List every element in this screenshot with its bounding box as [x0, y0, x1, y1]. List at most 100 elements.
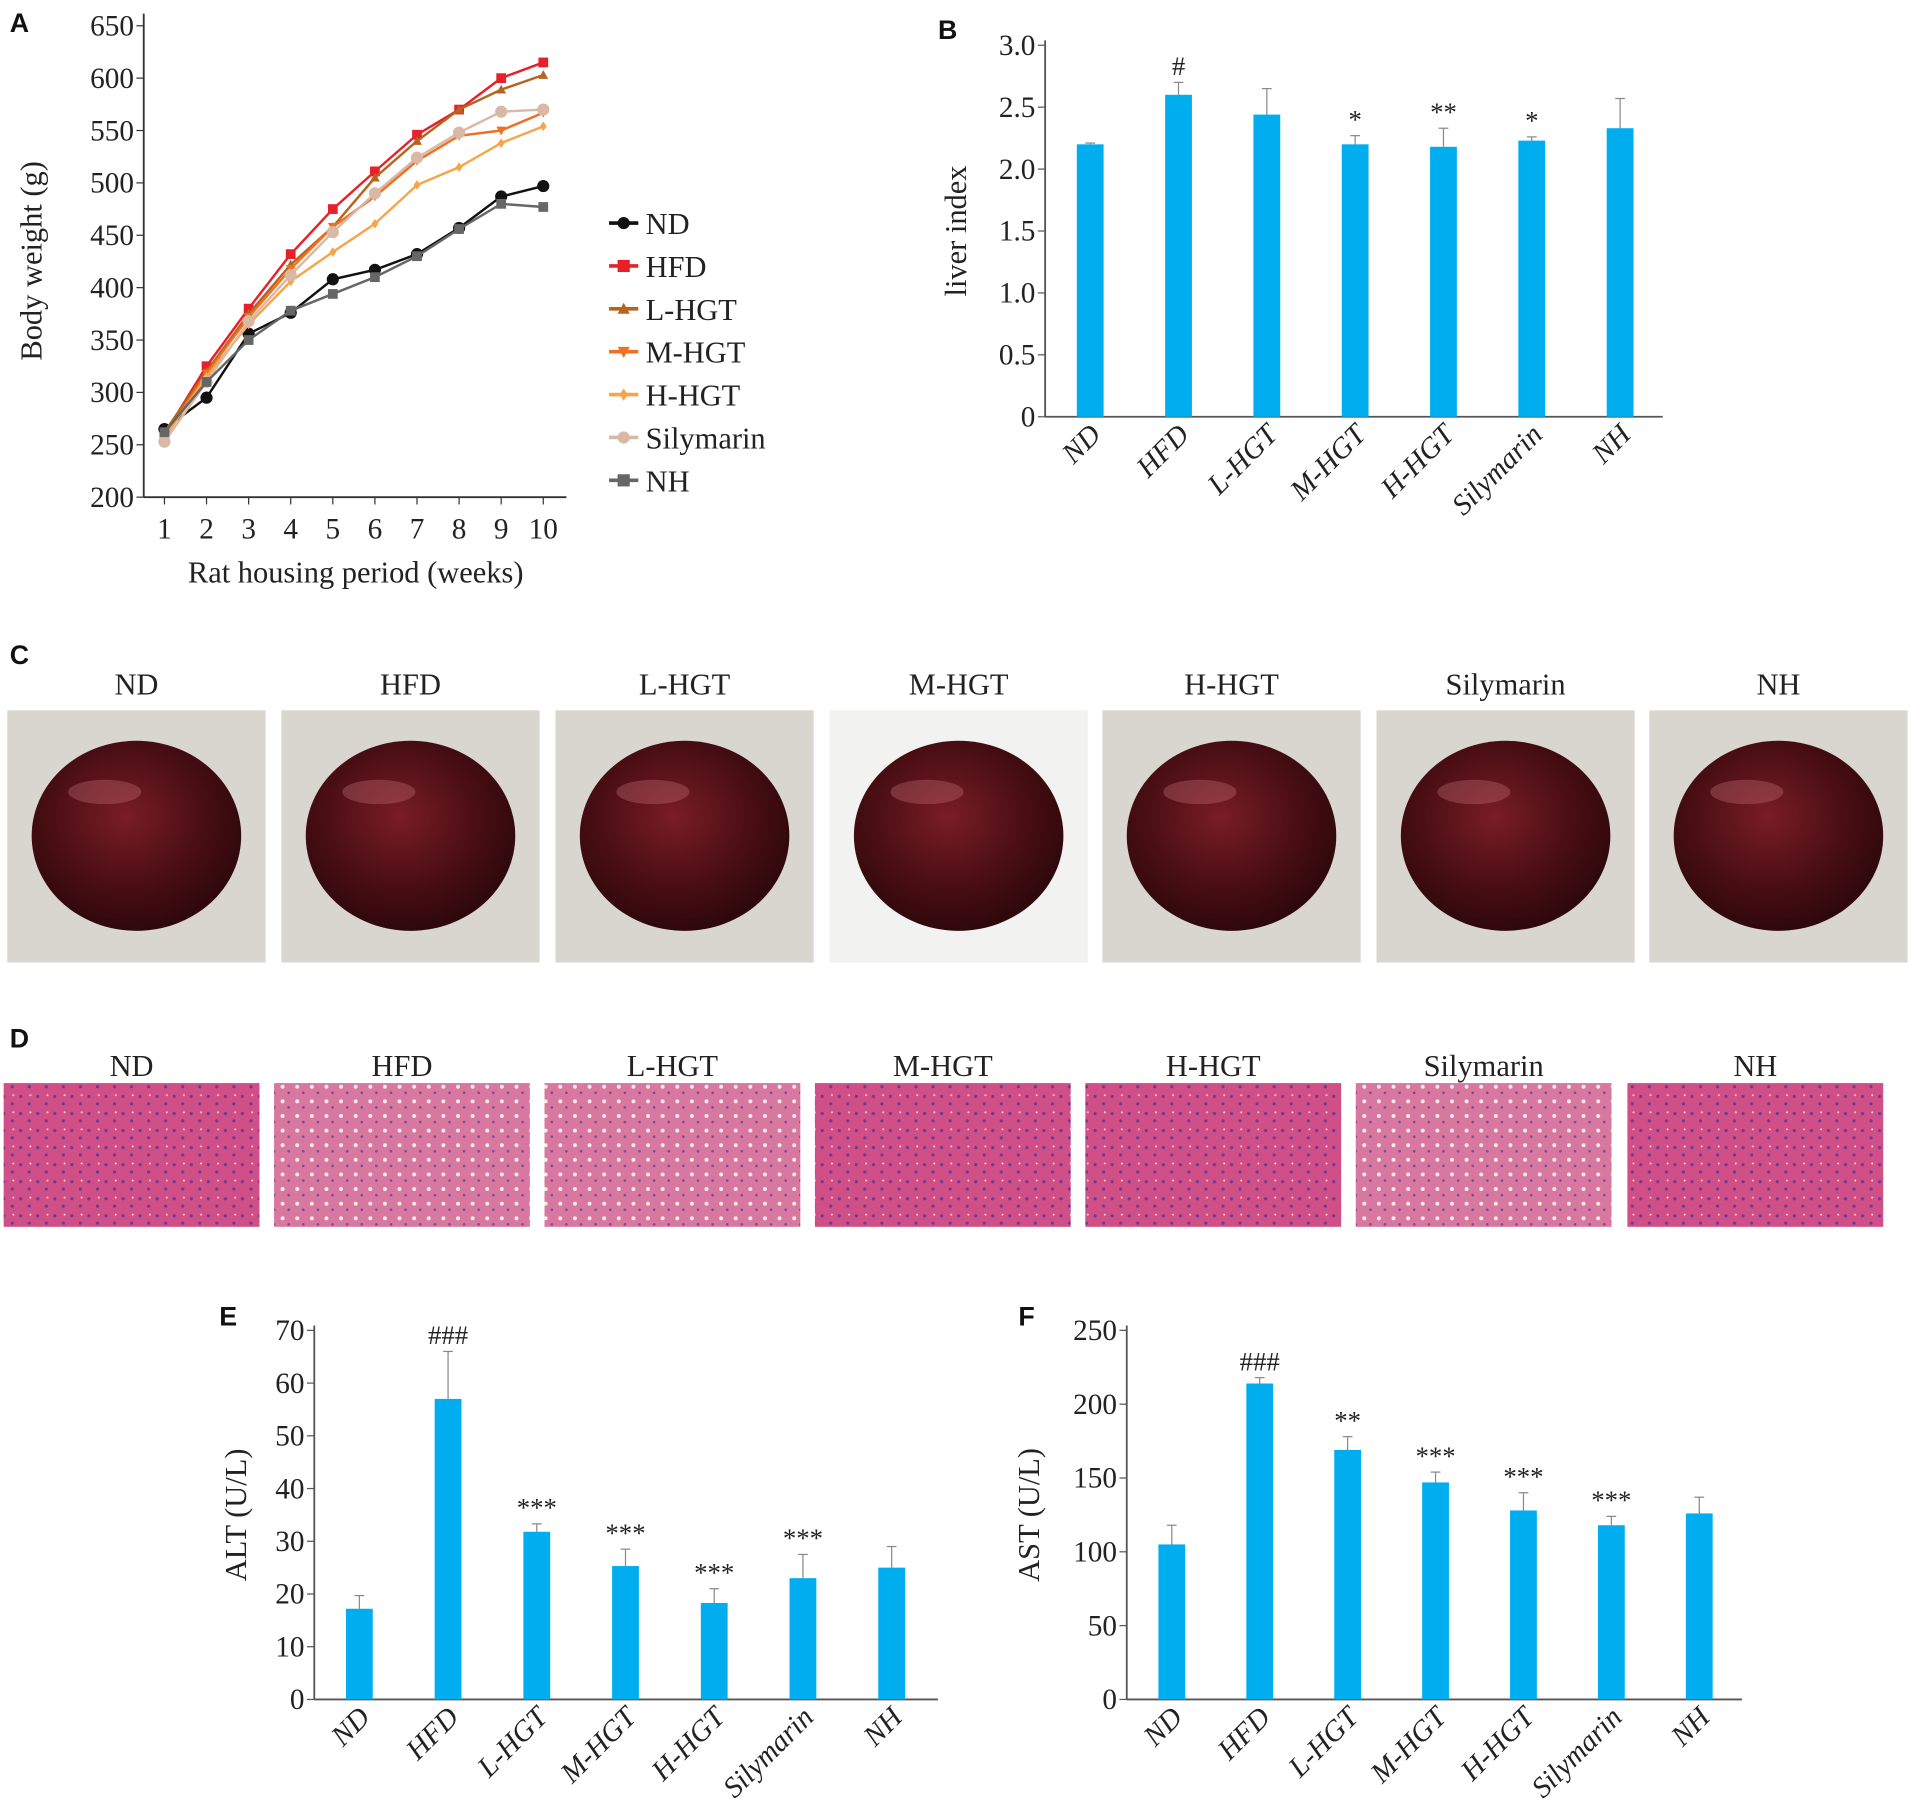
significance-label: **: [1430, 97, 1457, 127]
significance-label: ***: [1503, 1461, 1543, 1491]
chart-liver-index: 0 0.5 1.0 1.5 2.0 2.5 3.0 liver index ND # HFD L-HG…: [939, 30, 1663, 522]
x-tick-label: ND: [1137, 1701, 1189, 1753]
y-tick-label: 450: [90, 220, 134, 252]
liver-image: [31, 740, 242, 931]
data-point: [496, 198, 507, 209]
histology-label: Silymarin: [1424, 1049, 1544, 1083]
liver-highlight: [1163, 779, 1237, 805]
histology-label: H-HGT: [1166, 1049, 1261, 1083]
x-tick-label: 10: [529, 514, 558, 546]
y-tick-label: 550: [90, 115, 134, 147]
liver-photo: [555, 710, 814, 963]
legend-item: Silymarin: [609, 421, 766, 455]
data-point: [537, 179, 550, 193]
series-nd: [158, 179, 550, 436]
series-line: [163, 184, 544, 431]
data-point: [243, 335, 254, 345]
histology-label: HFD: [372, 1049, 433, 1083]
bar-l-hgt: [1253, 114, 1281, 417]
histology-image: [3, 1083, 260, 1227]
significance-label: *: [1525, 106, 1538, 136]
legend-item: H-HGT: [609, 379, 741, 413]
x-tick-label: HFD: [1211, 1701, 1277, 1767]
legend-item: HFD: [609, 250, 706, 284]
histology-image: [1085, 1083, 1342, 1227]
data-point: [538, 202, 549, 212]
x-tick-label: NH: [1664, 1700, 1717, 1753]
bar-nh: [1606, 128, 1634, 417]
y-tick-label: 500: [90, 168, 134, 200]
significance-label: ***: [694, 1557, 734, 1587]
liver-image: [1400, 740, 1611, 931]
y-tick-label: 250: [90, 430, 134, 462]
y-tick-label: 200: [90, 482, 134, 514]
data-point: [329, 247, 337, 257]
y-tick-label: 400: [90, 272, 134, 304]
y-tick-label: 0: [290, 1684, 305, 1716]
bar-h-hgt: [1430, 146, 1457, 417]
y-axis-label: ALT (U/L): [219, 1449, 253, 1582]
panel-label-a: A: [10, 8, 29, 38]
data-point: [617, 431, 630, 444]
data-point: [617, 474, 630, 487]
y-tick-label: 3.0: [999, 30, 1036, 62]
x-tick-label: Silymarin: [1446, 419, 1549, 522]
data-point: [496, 126, 507, 136]
data-point: [327, 289, 338, 299]
significance-label: *: [1348, 104, 1361, 134]
significance-label: ###: [428, 1320, 468, 1350]
series-line: [163, 61, 544, 435]
liver-photo: [7, 710, 266, 963]
photo-label: HFD: [380, 668, 441, 702]
liver-highlight: [616, 779, 690, 805]
photo-label: H-HGT: [1184, 668, 1279, 702]
liver-highlight: [1710, 779, 1784, 805]
liver-photo: [1376, 710, 1635, 963]
data-point: [619, 388, 628, 401]
x-tick-label: L-HGT: [1282, 1700, 1366, 1784]
histology-label: L-HGT: [627, 1049, 719, 1083]
photo-label: NH: [1756, 668, 1800, 702]
y-tick-label: 1.0: [999, 278, 1036, 310]
y-tick-label: 30: [275, 1526, 304, 1558]
legend-label: Silymarin: [646, 421, 766, 455]
data-point: [326, 226, 339, 239]
y-tick-label: 0: [1102, 1684, 1117, 1716]
histology-image: [544, 1083, 801, 1227]
histology-image: [1627, 1083, 1884, 1227]
y-tick-label: 10: [275, 1631, 304, 1663]
data-point: [368, 187, 381, 200]
series-line: [163, 108, 544, 443]
y-tick-label: 300: [90, 377, 134, 409]
bar-nd: [1076, 144, 1104, 417]
y-tick-label: 60: [275, 1368, 304, 1400]
bar-l-hgt: [1334, 1449, 1362, 1700]
bar-h-hgt: [700, 1602, 728, 1700]
liver-image: [305, 740, 516, 931]
liver-photo: [281, 710, 540, 963]
series-line: [163, 73, 544, 433]
legend-label: NH: [646, 464, 690, 498]
data-point: [412, 129, 422, 140]
data-point: [495, 105, 508, 118]
series-hfd: [159, 57, 549, 440]
x-tick-label: Silymarin: [717, 1701, 820, 1804]
liver-image: [853, 740, 1064, 931]
series-line: [163, 202, 544, 434]
y-tick-label: 150: [1073, 1463, 1117, 1495]
x-tick-label: HFD: [1130, 419, 1196, 485]
x-tick-label: L-HGT: [1201, 417, 1285, 501]
significance-label: ***: [605, 1518, 645, 1548]
y-tick-label: 250: [1073, 1315, 1117, 1347]
x-tick-label: Silymarin: [1526, 1701, 1629, 1804]
y-tick-label: 600: [90, 63, 134, 95]
x-axis-label: Rat housing period (weeks): [188, 555, 524, 589]
data-point: [285, 305, 296, 316]
x-tick-label: 3: [241, 514, 256, 546]
x-tick-label: H-HGT: [645, 1700, 733, 1788]
y-tick-label: 350: [90, 325, 134, 357]
data-point: [617, 217, 630, 230]
data-point: [617, 346, 630, 358]
liver-photos: ND HFD L-HGT M-HGT H-HGT Silymarin NH: [7, 668, 1908, 963]
